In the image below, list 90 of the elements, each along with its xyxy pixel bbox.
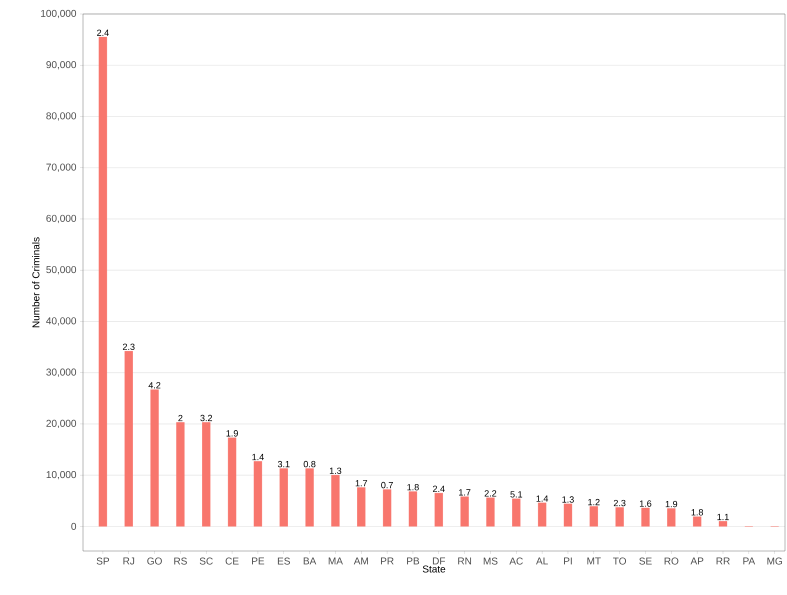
x-tick-label: RN (458, 558, 472, 564)
annotation: 2.2 (484, 490, 496, 497)
y-tick-label: 30,000 (46, 368, 76, 377)
bar (641, 508, 650, 527)
bar (357, 487, 366, 527)
bar (434, 492, 443, 527)
bar (408, 491, 418, 527)
annotation: 3.1 (278, 460, 290, 468)
annotation: 2.4 (97, 30, 109, 36)
x-tick-label: MT (587, 558, 601, 564)
x-tick-label: CE (226, 558, 239, 565)
x-tick-label: PA (743, 558, 756, 564)
y-tick-label: 90,000 (46, 61, 76, 70)
annotation: 2.3 (614, 500, 626, 506)
y-tick-label: 40,000 (46, 317, 76, 326)
x-tick-label: AC (509, 558, 523, 565)
y-tick-label: 60,000 (46, 214, 76, 224)
y-tick-label: 20,000 (46, 420, 76, 428)
y-tick-label: 50,000 (46, 266, 76, 274)
bar (305, 468, 314, 527)
x-tick-label: MA (328, 558, 343, 564)
annotation: 2 (178, 414, 182, 422)
bar (228, 438, 236, 527)
bar (382, 489, 392, 527)
x-tick-label: RR (716, 558, 730, 564)
y-tick-label: 10,000 (46, 471, 76, 480)
bar (564, 504, 572, 527)
annotation: 1.6 (640, 500, 652, 507)
x-tick-label: MS (484, 558, 498, 565)
annotation: 0.8 (304, 460, 316, 468)
annotation: 1.4 (252, 454, 264, 460)
bar (98, 36, 108, 527)
bar (615, 507, 624, 527)
annotation: 1.9 (666, 500, 678, 508)
bar (667, 508, 676, 527)
x-tick-label: MG (767, 558, 782, 565)
x-tick-label: AL (536, 558, 548, 564)
x-tick-label: AP (690, 558, 704, 564)
bar (150, 389, 159, 527)
x-tick-label: ES (278, 558, 290, 565)
x-tick-label: RO (664, 558, 678, 565)
annotation: 1.9 (226, 430, 238, 437)
bar (460, 496, 469, 527)
bar (718, 521, 728, 527)
y-tick-label: 0 (71, 522, 76, 530)
x-tick-label: GO (147, 558, 162, 565)
x-tick-label: RJ (123, 558, 134, 565)
x-tick-label: SE (639, 558, 652, 565)
annotation: 2.4 (432, 486, 445, 492)
y-axis-title: Number of Criminals (32, 237, 40, 328)
annotation: 1.7 (356, 480, 368, 486)
bar (693, 516, 702, 527)
bar (512, 498, 520, 527)
x-tick-label: DF (432, 558, 446, 564)
x-tick-label: PR (380, 558, 394, 564)
annotation: 2.3 (122, 344, 135, 350)
x-tick-label: SP (96, 558, 110, 565)
annotation: 1.2 (588, 498, 600, 506)
bar (486, 498, 495, 527)
x-tick-label: PI (564, 558, 572, 564)
annotation: 5.1 (510, 491, 522, 498)
bar (331, 475, 340, 527)
annotation: 3.2 (200, 414, 212, 422)
annotation: 1.8 (692, 509, 704, 516)
annotation: 1.8 (407, 484, 419, 490)
bar (280, 468, 288, 527)
annotation: 1.3 (330, 468, 342, 474)
annotation: 0.7 (381, 482, 393, 488)
x-tick-label: SC (200, 558, 213, 565)
x-tick-label: RS (174, 558, 187, 565)
bar (590, 506, 598, 527)
x-tick-label: TO (613, 558, 626, 565)
y-tick-label: 100,000 (41, 10, 76, 18)
bar (176, 422, 185, 527)
annotation: 1.3 (562, 496, 574, 503)
bar (202, 422, 210, 527)
y-tick-label: 80,000 (46, 112, 76, 121)
x-tick-label: PB (407, 558, 420, 564)
x-axis-title: State (422, 565, 446, 573)
annotation: 1.7 (459, 489, 470, 496)
bar (254, 461, 262, 527)
y-tick-label: 70,000 (46, 164, 76, 172)
annotation: 1.4 (536, 495, 548, 502)
annotation: 4.2 (148, 382, 160, 388)
x-tick-label: BA (304, 558, 316, 564)
bar (124, 351, 133, 527)
x-tick-label: AM (354, 558, 368, 564)
x-tick-label: PE (252, 558, 264, 564)
annotation: 1.1 (717, 514, 729, 520)
bar (538, 502, 546, 527)
